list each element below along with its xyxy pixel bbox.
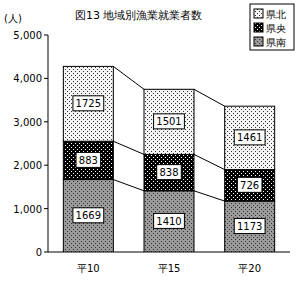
bar-segment: [63, 66, 113, 141]
connector-line: [113, 141, 144, 154]
title: 図13 地域別漁業就業者数: [75, 9, 203, 22]
data-label-box: [73, 96, 104, 111]
connector-line: [194, 191, 225, 201]
y-tick: [44, 165, 48, 166]
x-tick-label: 平10: [77, 263, 100, 274]
bar-segment: [63, 180, 113, 252]
data-label: 1725: [76, 98, 101, 109]
y-tick-label: 5,000: [13, 30, 42, 41]
y-tick-label: 0: [36, 247, 42, 258]
bar-segment: [63, 141, 113, 179]
y-tick: [44, 35, 48, 36]
chart-root: 図13 地域別漁業就業者数 (人) 0 1,000 2,000 3,000 4,000 5,0…: [0, 0, 296, 288]
bars: [63, 66, 274, 252]
legend-swatch: [254, 23, 263, 32]
legend-label: 県南: [266, 37, 286, 48]
data-label: 1461: [237, 132, 262, 143]
data-label-box: [154, 213, 185, 228]
y-tick-label: 1,000: [13, 204, 42, 215]
y-tick: [44, 208, 48, 209]
y-axis: [48, 35, 49, 252]
data-label: 1410: [156, 216, 181, 227]
x-tick-label: 平15: [158, 263, 181, 274]
bar-segment: [225, 106, 275, 169]
y-tick: [44, 252, 48, 253]
bar-segment: [144, 154, 194, 190]
bar-segment: [144, 191, 194, 252]
data-label: 883: [79, 155, 98, 166]
y-tick: [44, 121, 48, 122]
connector-line: [194, 154, 225, 169]
data-label-box: [234, 219, 265, 234]
connector-line: [113, 180, 144, 191]
connector-line: [194, 89, 225, 106]
legend-swatch: [254, 9, 263, 18]
bar-segment: [225, 201, 275, 252]
x-tick-label: 平20: [238, 263, 261, 274]
bar-segment: [225, 170, 275, 202]
legend-swatch: [254, 37, 263, 46]
data-label-box: [73, 208, 104, 223]
data-label-box: [237, 177, 262, 192]
legend-label: 県北: [266, 9, 286, 20]
bar-segment: [144, 89, 194, 154]
data-label: 1669: [76, 210, 101, 221]
data-label: 726: [240, 180, 259, 191]
data-label-box: [157, 165, 182, 180]
y-tick-label: 2,000: [13, 160, 42, 171]
y-label: (人): [4, 13, 22, 24]
data-label: 1173: [237, 221, 262, 232]
y-tick-label: 4,000: [13, 73, 42, 84]
data-label-box: [154, 114, 185, 129]
data-label: 1501: [156, 116, 181, 127]
data-label-box: [234, 130, 265, 145]
data-label-box: [76, 152, 101, 167]
data-label: 838: [159, 167, 178, 178]
legend-box: [250, 4, 294, 50]
y-tick-label: 3,000: [13, 117, 42, 128]
connector-line: [113, 66, 144, 89]
legend-label: 県央: [266, 23, 286, 34]
y-tick: [44, 78, 48, 79]
